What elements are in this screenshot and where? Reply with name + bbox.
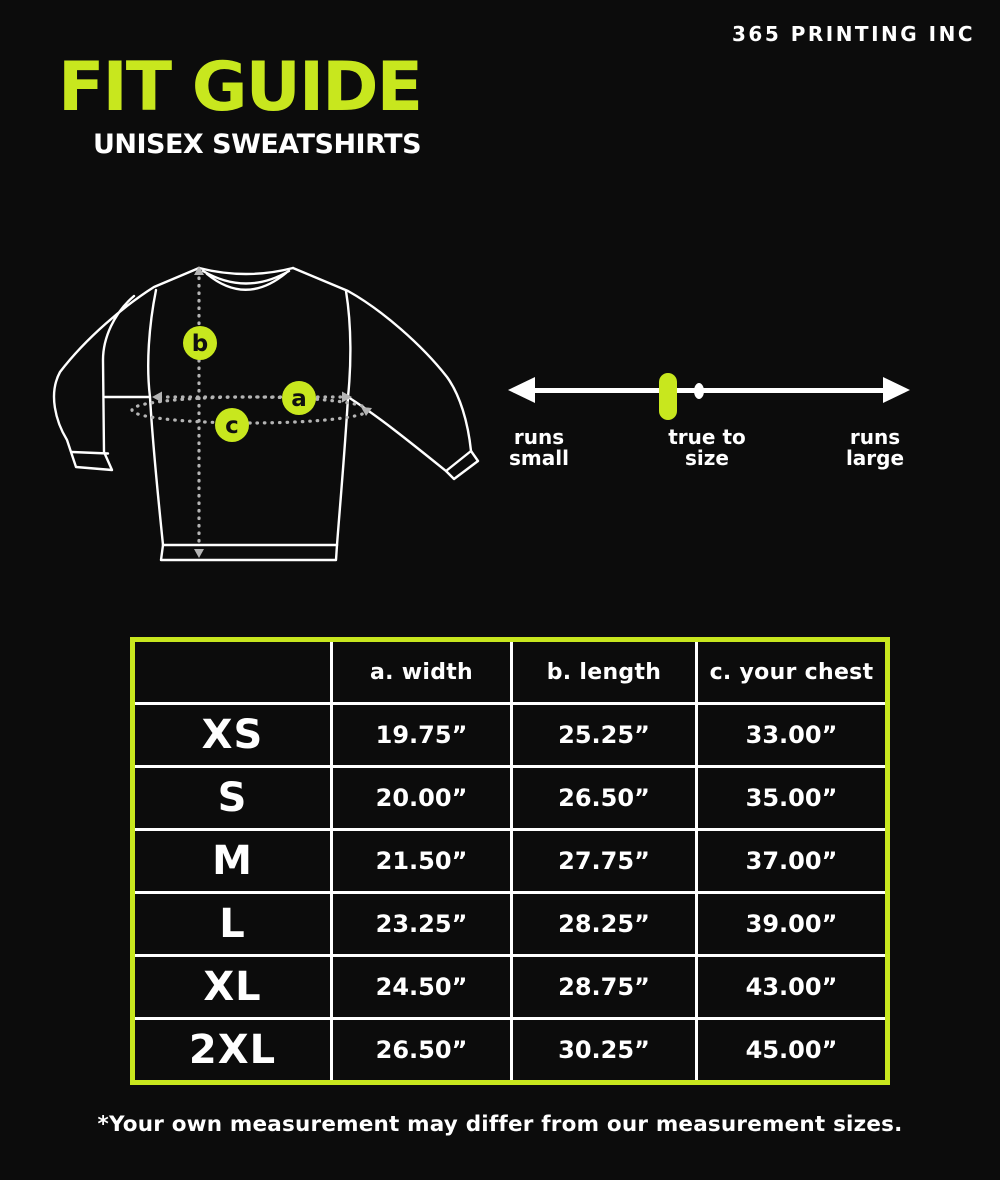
header-size bbox=[131, 638, 333, 705]
marker-a-circle bbox=[282, 381, 316, 415]
marker-b-circle bbox=[183, 326, 217, 360]
page-subtitle: UNISEX SWEATSHIRTS bbox=[92, 129, 422, 160]
width-value: 24.50” bbox=[330, 954, 513, 1020]
table-row-s: S 20.00” 26.50” 35.00” bbox=[131, 765, 889, 831]
scale-center-dot bbox=[694, 383, 704, 399]
width-value: 19.75” bbox=[330, 702, 513, 768]
size-label: XS bbox=[131, 702, 333, 768]
size-label: M bbox=[131, 828, 333, 894]
table-row-m: M 21.50” 27.75” 37.00” bbox=[131, 828, 889, 894]
table-row-2xl: 2XL 26.50” 30.25” 45.00” bbox=[131, 1017, 889, 1084]
measurement-disclaimer: *Your own measurement may differ from ou… bbox=[97, 1112, 903, 1137]
width-value: 21.50” bbox=[330, 828, 513, 894]
measurement-arrowheads bbox=[152, 266, 372, 558]
size-table: a. width b. length c. your chest XS 19.7… bbox=[130, 637, 890, 1085]
scale-marker-pill bbox=[659, 373, 677, 420]
table-row-l: L 23.25” 28.25” 39.00” bbox=[131, 891, 889, 957]
header-width: a. width bbox=[330, 638, 513, 705]
length-value: 27.75” bbox=[510, 828, 698, 894]
length-value: 30.25” bbox=[510, 1017, 698, 1084]
size-label: S bbox=[131, 765, 333, 831]
width-value: 20.00” bbox=[330, 765, 513, 831]
fit-scale: runs small true to size runs large bbox=[495, 340, 925, 490]
scale-arrow-right-icon bbox=[883, 377, 910, 403]
length-value: 25.25” bbox=[510, 702, 698, 768]
runs-small-line1: runs bbox=[513, 425, 565, 449]
scale-line bbox=[513, 388, 905, 393]
hem-band bbox=[159, 543, 339, 562]
arrow-up-icon bbox=[194, 266, 204, 275]
length-value: 26.50” bbox=[510, 765, 698, 831]
ellipse-arrow-icon bbox=[361, 407, 372, 416]
marker-b-label: b bbox=[192, 331, 208, 357]
left-sleeve-outline bbox=[52, 266, 201, 472]
right-sleeve-outline bbox=[291, 266, 480, 481]
arrow-right-icon bbox=[342, 391, 352, 403]
runs-large-line2: large bbox=[845, 446, 905, 470]
header-chest: c. your chest bbox=[695, 638, 889, 705]
marker-c: c bbox=[215, 408, 249, 442]
size-label: XL bbox=[131, 954, 333, 1020]
true-to-size-line2: size bbox=[685, 446, 729, 470]
chest-value: 33.00” bbox=[695, 702, 889, 768]
size-label: L bbox=[131, 891, 333, 957]
size-label: 2XL bbox=[131, 1017, 333, 1084]
page-title: FIT GUIDE bbox=[58, 48, 423, 127]
runs-small-label: runs small bbox=[491, 427, 587, 469]
collar-outer-line bbox=[197, 266, 295, 276]
chest-value: 39.00” bbox=[695, 891, 889, 957]
arrow-left-icon bbox=[152, 391, 162, 403]
title-block: FIT GUIDE UNISEX SWEATSHIRTS bbox=[58, 48, 423, 161]
width-value: 23.25” bbox=[330, 891, 513, 957]
marker-c-circle bbox=[215, 408, 249, 442]
scale-arrow-left-icon bbox=[508, 377, 535, 403]
chest-value: 35.00” bbox=[695, 765, 889, 831]
marker-b: b bbox=[183, 326, 217, 360]
chest-value: 45.00” bbox=[695, 1017, 889, 1084]
collar-inner-line bbox=[205, 271, 288, 291]
brand-text: 365 PRINTING INC bbox=[731, 22, 975, 46]
left-cuff-line bbox=[70, 450, 110, 455]
length-value: 28.75” bbox=[510, 954, 698, 1020]
sweatshirt-outline bbox=[52, 266, 480, 562]
table-row-xs: XS 19.75” 25.25” 33.00” bbox=[131, 702, 889, 768]
runs-small-line2: small bbox=[509, 446, 569, 470]
chest-value: 43.00” bbox=[695, 954, 889, 1020]
arrow-down-icon bbox=[194, 549, 204, 558]
length-value: 28.25” bbox=[510, 891, 698, 957]
measurement-lines bbox=[130, 276, 370, 550]
table-header-row: a. width b. length c. your chest bbox=[131, 638, 889, 705]
marker-a-label: a bbox=[291, 386, 307, 412]
chest-measure-ellipse-c bbox=[130, 395, 370, 425]
runs-large-line1: runs bbox=[849, 425, 901, 449]
sweatshirt-diagram: b a c bbox=[52, 266, 480, 562]
marker-a: a bbox=[282, 381, 316, 415]
chest-value: 37.00” bbox=[695, 828, 889, 894]
collar-mid-line bbox=[201, 269, 291, 285]
right-cuff-line bbox=[444, 449, 473, 473]
marker-c-label: c bbox=[225, 413, 239, 439]
header-length: b. length bbox=[510, 638, 698, 705]
true-to-size-label: true to size bbox=[659, 427, 755, 469]
width-value: 26.50” bbox=[330, 1017, 513, 1084]
runs-large-label: runs large bbox=[827, 427, 923, 469]
table-row-xl: XL 24.50” 28.75” 43.00” bbox=[131, 954, 889, 1020]
true-to-size-line1: true to bbox=[668, 425, 746, 449]
